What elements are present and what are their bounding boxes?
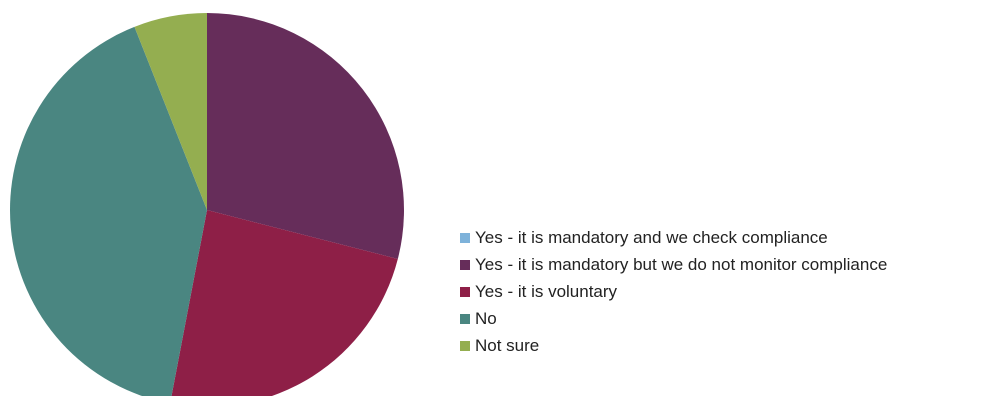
- pie-slice-1: [207, 13, 404, 259]
- legend-label: No: [475, 308, 497, 328]
- chart-legend: Yes - it is mandatory and we check compl…: [460, 224, 887, 359]
- pie-slice-3: [10, 26, 207, 396]
- pie-slice-2: [171, 210, 398, 396]
- legend-item: Not sure: [460, 332, 887, 359]
- legend-item: Yes - it is mandatory and we check compl…: [460, 224, 887, 251]
- legend-swatch: [460, 259, 470, 270]
- legend-swatch: [460, 313, 470, 324]
- legend-swatch: [460, 340, 470, 351]
- legend-swatch: [460, 232, 470, 243]
- legend-label: Yes - it is mandatory and we check compl…: [475, 227, 828, 247]
- legend-label: Yes - it is mandatory but we do not moni…: [475, 254, 888, 274]
- legend-item: No: [460, 305, 887, 332]
- legend-item: Yes - it is voluntary: [460, 278, 887, 305]
- legend-swatch: [460, 286, 470, 297]
- legend-label: Yes - it is voluntary: [475, 281, 618, 301]
- legend-label: Not sure: [475, 335, 540, 355]
- legend-item: Yes - it is mandatory but we do not moni…: [460, 251, 887, 278]
- pie-slice-4: [134, 12, 207, 210]
